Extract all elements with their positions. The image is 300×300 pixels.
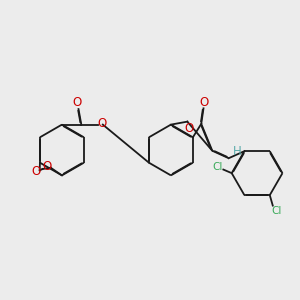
Text: O: O [43, 160, 52, 173]
Text: H: H [233, 145, 242, 158]
Text: Cl: Cl [213, 162, 223, 172]
Text: O: O [72, 96, 82, 109]
Text: O: O [184, 122, 194, 135]
Text: O: O [199, 96, 208, 109]
Text: Cl: Cl [271, 206, 281, 216]
Text: O: O [97, 117, 106, 130]
Text: O: O [32, 165, 41, 178]
